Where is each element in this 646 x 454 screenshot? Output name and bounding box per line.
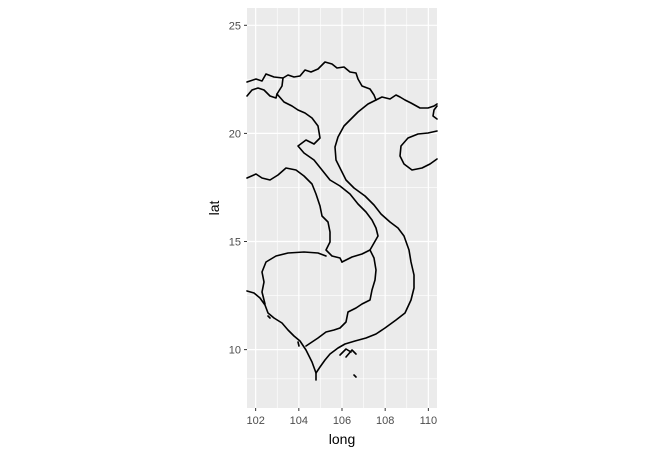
cambodia-vietnam-border — [305, 249, 377, 347]
major-grid — [247, 8, 437, 408]
x-axis-ticks — [255, 408, 429, 411]
x-tick-label: 104 — [290, 415, 308, 427]
y-tick-label: 15 — [229, 237, 241, 249]
vietnam-coastline — [315, 99, 415, 381]
con-dao-island — [353, 374, 357, 378]
x-axis-title: long — [329, 431, 355, 447]
cambodia-coast — [246, 290, 317, 374]
china-border — [246, 61, 438, 109]
leizhou-coast — [432, 105, 438, 120]
phu-quoc-island — [297, 341, 300, 347]
laos-vietnam-border — [276, 77, 379, 251]
x-tick-label: 108 — [376, 415, 394, 427]
y-tick-label: 10 — [229, 345, 241, 357]
laos-myanmar-border — [246, 87, 278, 99]
x-tick-label: 106 — [333, 415, 351, 427]
x-tick-label: 102 — [246, 415, 264, 427]
country-borders — [246, 61, 438, 381]
x-axis-tick-labels: 102 104 106 108 110 — [246, 415, 437, 427]
mekong-island-2 — [345, 349, 357, 358]
y-axis-ticks — [244, 24, 247, 351]
laos-thailand-border — [246, 167, 343, 263]
y-tick-label: 25 — [229, 20, 241, 32]
hainan-island — [399, 130, 438, 171]
x-tick-label: 110 — [420, 415, 438, 427]
cambodia-thailand-border — [261, 251, 327, 305]
laos-cambodia-border — [341, 249, 371, 263]
y-tick-label: 20 — [229, 128, 241, 140]
thai-island — [267, 315, 271, 319]
y-axis-tick-labels: 10 15 20 25 — [229, 20, 241, 356]
mekong-island-1 — [339, 348, 352, 356]
y-axis-title: lat — [206, 201, 222, 216]
